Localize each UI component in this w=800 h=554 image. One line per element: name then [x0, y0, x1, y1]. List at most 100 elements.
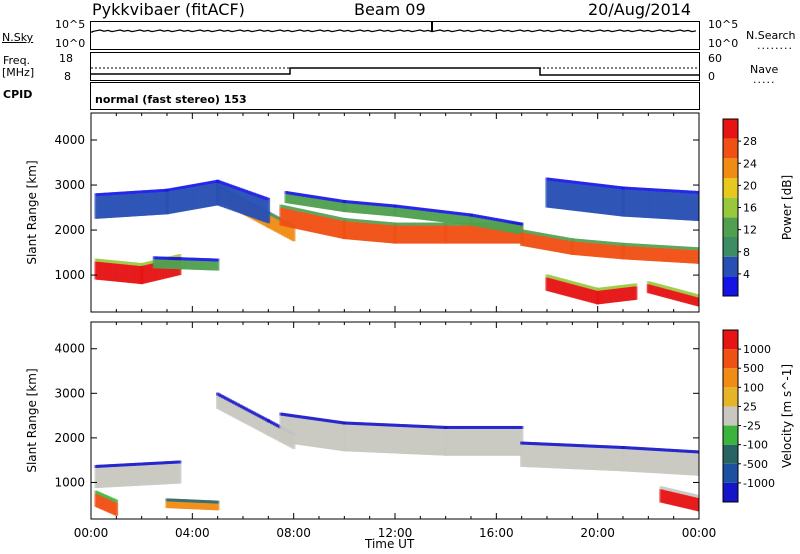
- colorbar-velocity-tick-label: -100: [743, 439, 768, 452]
- band-power-5-edge: [697, 247, 699, 251]
- band-power-7-mark: [266, 200, 271, 224]
- panel-velocity-ytick-label: 3000: [54, 386, 85, 400]
- band-power-7-edge: [266, 197, 271, 201]
- x-tick-label: 04:00: [175, 526, 210, 540]
- colorbar-velocity-tick-label: -500: [743, 458, 768, 471]
- colorbar-velocity-frame: [722, 329, 739, 503]
- band-velocity-3-edge: [697, 450, 699, 454]
- colorbar-velocity-swatch: [723, 425, 738, 445]
- x-tick-label: 20:00: [580, 526, 615, 540]
- colorbar-velocity-swatch: [723, 330, 738, 350]
- band-velocity-6-mark: [216, 503, 220, 511]
- panel-power-marks: [94, 177, 699, 307]
- colorbar-power-swatch: [723, 237, 738, 257]
- x-tick-label: 08:00: [276, 526, 311, 540]
- colorbar-power-tick-label: 12: [743, 224, 757, 237]
- panel-power-ytick-label: 2000: [54, 223, 85, 237]
- band-power-6-mark: [634, 286, 638, 300]
- cpid-label: CPID: [3, 88, 33, 101]
- nsearch-tick-high: 10^5: [708, 18, 739, 31]
- colorbar-velocity-swatch: [723, 482, 738, 502]
- nsearch-label: N.Search: [746, 29, 796, 42]
- panel-velocity-ytick-label: 1000: [54, 475, 85, 489]
- panel-velocity-marks: [94, 392, 699, 516]
- cpid-text: normal (fast stereo) 153: [95, 93, 247, 106]
- nsky-tick-high: 10^5: [55, 18, 86, 31]
- band-power-1-edge: [216, 258, 220, 262]
- frequency-trace: [91, 67, 699, 76]
- band-velocity-4-mark: [114, 502, 119, 516]
- nave-label: Nave: [750, 63, 779, 76]
- panel-velocity-ytick-label: 2000: [54, 431, 85, 445]
- colorbar-velocity-tick-label: 25: [743, 400, 757, 413]
- colorbar-power-tick-label: 20: [743, 179, 757, 192]
- nsearch-line-key: ........: [757, 39, 793, 52]
- colorbar-power-swatch: [723, 138, 738, 159]
- band-velocity-0-edge: [178, 460, 182, 464]
- x-tick-label: 16:00: [479, 526, 514, 540]
- frequency-panel: [90, 52, 700, 81]
- nsearch-tick-low: 10^0: [708, 37, 739, 50]
- x-tick-label: 00:00: [74, 526, 109, 540]
- nave-line-key: .....: [753, 73, 776, 86]
- date-label: 20/Aug/2014: [588, 0, 692, 19]
- colorbar-power-swatch: [723, 256, 738, 277]
- band-power-0-edge: [178, 254, 182, 258]
- noise-trace: [91, 29, 697, 33]
- colorbar-power-tick-label: 28: [743, 135, 757, 148]
- panel-velocity-ylabel: Slant Range [km]: [25, 368, 39, 472]
- cpid-panel: [90, 82, 700, 110]
- nsky-tick-low: 10^0: [55, 37, 86, 50]
- panel-velocity-frame: [90, 321, 700, 520]
- colorbar-power-swatch: [723, 178, 738, 198]
- band-velocity-3-mark: [697, 453, 699, 476]
- band-velocity-6-edge: [216, 500, 220, 504]
- band-velocity-5-mark: [697, 498, 699, 512]
- band-power-4-edge: [520, 222, 524, 226]
- colorbar-velocity-tick-label: 100: [743, 381, 764, 394]
- band-power-5-mark: [697, 250, 699, 264]
- colorbar-power-swatch: [723, 276, 738, 296]
- colorbar-power-swatch: [723, 158, 738, 178]
- nave-tick-low: 0: [708, 70, 715, 83]
- band-power-8-mark: [697, 194, 699, 222]
- band-velocity-2-edge: [520, 425, 524, 429]
- nave-tick-high: 60: [708, 52, 722, 65]
- band-velocity-0-mark: [178, 463, 182, 484]
- panel-power-ytick-label: 3000: [54, 178, 85, 192]
- colorbar-power-swatch: [723, 119, 738, 139]
- colorbar-power-tick-label: 8: [743, 246, 750, 259]
- x-tick-label: 12:00: [378, 526, 413, 540]
- colorbar-velocity-swatch: [723, 349, 738, 369]
- beam-label: Beam 09: [354, 0, 426, 19]
- colorbar-power-label: Power [dB]: [780, 175, 794, 240]
- band-power-2-mark: [292, 227, 296, 242]
- colorbar-power-tick-label: 24: [743, 157, 757, 170]
- band-power-1-mark: [216, 261, 220, 271]
- colorbar-velocity-swatch: [723, 387, 738, 407]
- band-power-9-edge: [697, 294, 699, 298]
- panel-power-ytick-label: 1000: [54, 268, 85, 282]
- colorbar-velocity-tick-label: 1000: [743, 343, 771, 356]
- noise-panel: [90, 21, 700, 50]
- band-power-6-edge: [634, 283, 638, 287]
- band-velocity-5-edge: [697, 495, 699, 499]
- colorbar-velocity-tick-label: -1000: [743, 477, 775, 490]
- x-axis-label: Time UT: [365, 537, 415, 551]
- colorbar-velocity-swatch: [723, 406, 738, 426]
- panel-power-ytick-label: 4000: [54, 133, 85, 147]
- colorbar-power-tick-label: 4: [743, 268, 750, 281]
- colorbar-velocity-label: Velocity [m s^-1]: [780, 364, 794, 468]
- colorbar-power-swatch: [723, 197, 738, 218]
- band-power-8-edge: [697, 191, 699, 195]
- freq-tick-high: 18: [59, 52, 73, 65]
- panel-velocity-ytick-label: 4000: [54, 342, 85, 356]
- freq-tick-low: 8: [64, 70, 71, 83]
- freq-label: Freq.: [3, 54, 31, 67]
- colorbar-power-swatch: [723, 217, 738, 237]
- station-title: Pykkvibaer (fitACF): [92, 0, 245, 19]
- band-power-9-mark: [697, 297, 699, 307]
- freq-unit: [MHz]: [2, 66, 35, 79]
- colorbar-power-tick-label: 16: [743, 202, 757, 215]
